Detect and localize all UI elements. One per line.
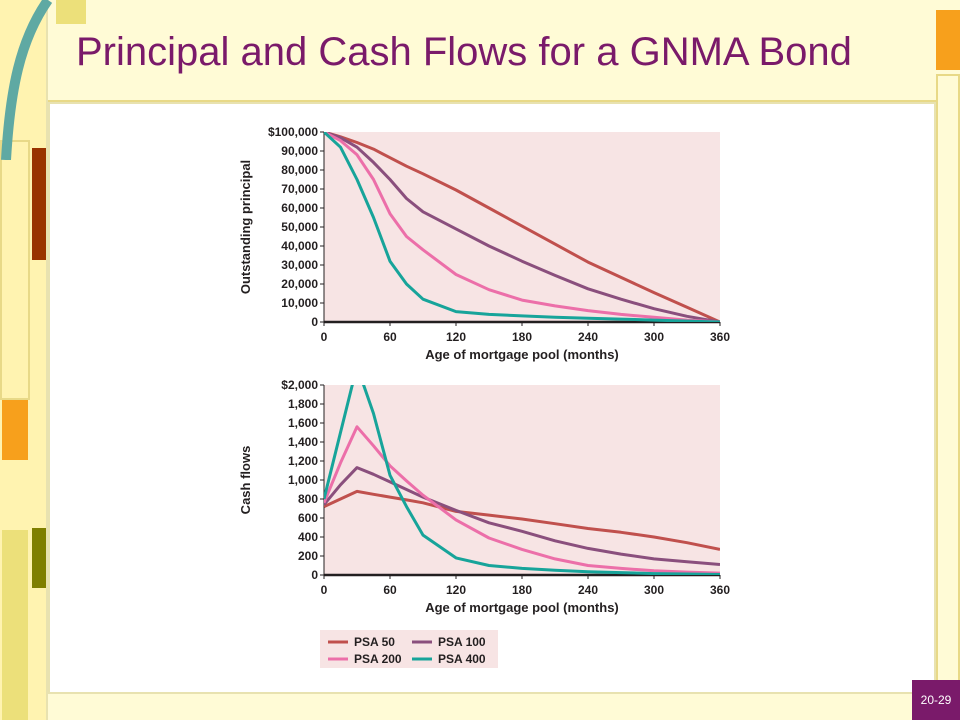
legend-background <box>320 630 498 668</box>
y-tick-label: 400 <box>298 530 318 544</box>
legend: PSA 50 PSA 100 PSA 200 PSA 400 <box>320 630 498 668</box>
x-axis-label: Age of mortgage pool (months) <box>425 600 619 615</box>
legend-label-psa-100: PSA 100 <box>438 635 486 649</box>
decorative-curve <box>1 0 53 160</box>
y-tick-label: 40,000 <box>281 239 318 253</box>
x-tick-label: 60 <box>383 583 397 597</box>
y-tick-label: 800 <box>298 492 318 506</box>
legend-label-psa-400: PSA 400 <box>438 652 486 666</box>
y-tick-label: 20,000 <box>281 277 318 291</box>
decorative-block <box>32 528 46 588</box>
x-tick-label: 240 <box>578 330 598 344</box>
y-tick-label: 1,600 <box>288 416 318 430</box>
decorative-block <box>2 400 28 460</box>
y-tick-label: 90,000 <box>281 144 318 158</box>
y-tick-label: $2,000 <box>281 378 318 392</box>
slide-title: Principal and Cash Flows for a GNMA Bond <box>76 30 852 74</box>
y-tick-label: 0 <box>311 315 318 329</box>
y-tick-label: 70,000 <box>281 182 318 196</box>
y-tick-label: $100,000 <box>268 125 318 139</box>
x-tick-label: 0 <box>321 330 328 344</box>
series-line-psa-50 <box>324 132 720 322</box>
legend-label-psa-50: PSA 50 <box>354 635 395 649</box>
decorative-block <box>56 0 86 24</box>
series-line-psa-100 <box>324 132 720 322</box>
x-tick-label: 180 <box>512 330 532 344</box>
decorative-block <box>936 10 960 70</box>
y-axis-label: Cash flows <box>238 446 253 515</box>
y-tick-label: 1,400 <box>288 435 318 449</box>
y-tick-label: 80,000 <box>281 163 318 177</box>
series-line-psa-200 <box>324 132 720 322</box>
series-line-psa-50 <box>324 489 720 551</box>
chart-2: 02004006008001,0001,2001,4001,6001,800$2… <box>238 378 730 615</box>
y-tick-label: 50,000 <box>281 220 318 234</box>
y-tick-label: 1,000 <box>288 473 318 487</box>
x-tick-label: 240 <box>578 583 598 597</box>
decorative-block <box>2 530 28 720</box>
plot-background <box>324 385 720 575</box>
chart-1: 0 10,000 20,000 30,000 40,000 50,000 60,000 70,… <box>238 125 730 362</box>
x-tick-label: 360 <box>710 330 730 344</box>
x-tick-label: 60 <box>383 330 397 344</box>
series-line-psa-100 <box>324 466 720 566</box>
y-axis-label: Outstanding principal <box>238 160 253 294</box>
y-tick-label: 600 <box>298 511 318 525</box>
y-tick-label: 1,200 <box>288 454 318 468</box>
legend-label-psa-200: PSA 200 <box>354 652 402 666</box>
x-tick-label: 360 <box>710 583 730 597</box>
decorative-line <box>48 100 936 102</box>
x-tick-label: 120 <box>446 330 466 344</box>
x-tick-label: 0 <box>321 583 328 597</box>
y-tick-label: 10,000 <box>281 296 318 310</box>
x-tick-label: 300 <box>644 330 664 344</box>
decorative-block <box>32 148 46 260</box>
y-tick-label: 1,800 <box>288 397 318 411</box>
y-tick-label: 30,000 <box>281 258 318 272</box>
slide-number: 20-29 <box>912 680 960 720</box>
series-line-psa-200 <box>324 425 720 575</box>
x-axis-label: Age of mortgage pool (months) <box>425 347 619 362</box>
y-tick-label: 60,000 <box>281 201 318 215</box>
decorative-block <box>0 140 30 400</box>
series-line-psa-400 <box>324 132 720 322</box>
series-line-psa-400 <box>324 385 720 575</box>
x-tick-label: 300 <box>644 583 664 597</box>
y-tick-label: 200 <box>298 549 318 563</box>
y-tick-label: 0 <box>311 568 318 582</box>
x-tick-label: 180 <box>512 583 532 597</box>
x-tick-label: 120 <box>446 583 466 597</box>
